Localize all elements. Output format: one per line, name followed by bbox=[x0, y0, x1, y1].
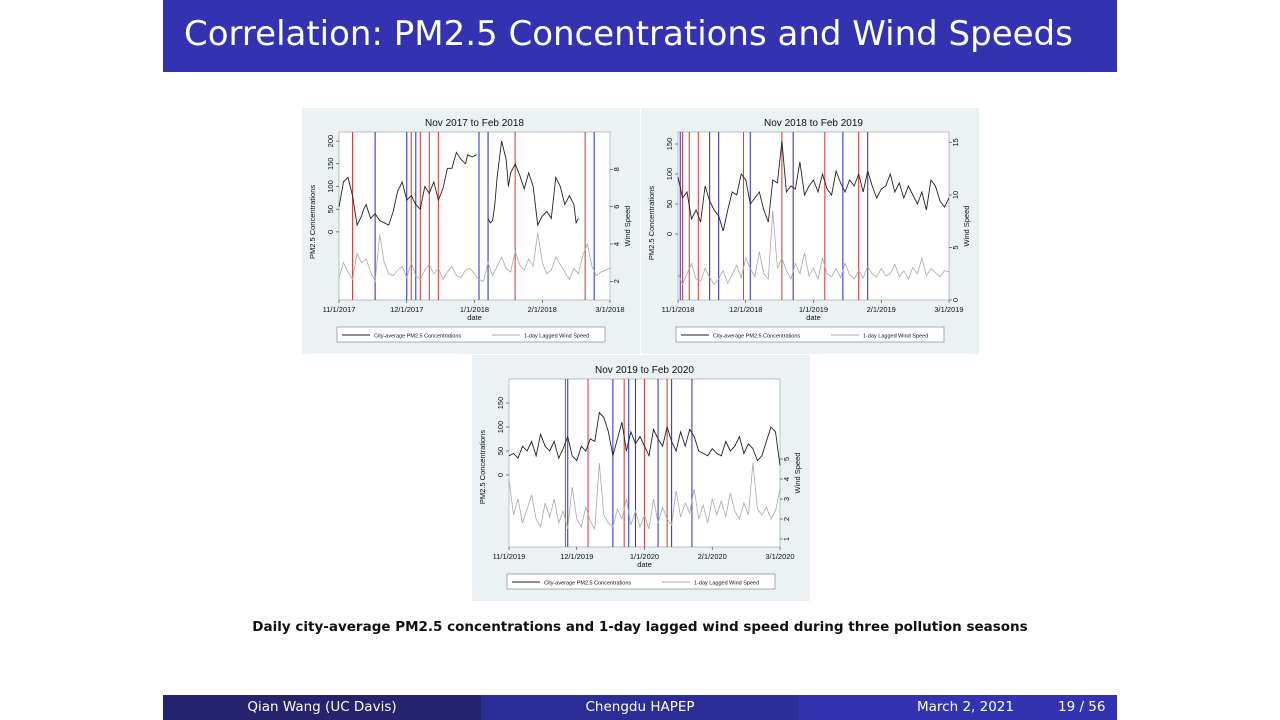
y2-tick-label: 0 bbox=[951, 298, 960, 302]
chart-title: Nov 2017 to Feb 2018 bbox=[425, 118, 524, 129]
y2-tick-label: 2 bbox=[612, 279, 621, 283]
y-axis-label: PM2.5 Concentrations bbox=[478, 430, 487, 504]
y-tick-label: 50 bbox=[326, 205, 335, 213]
slide-title: Correlation: PM2.5 Concentrations and Wi… bbox=[184, 14, 1073, 54]
y-tick-label: 0 bbox=[326, 230, 335, 234]
y2-axis-label: Wind Speed bbox=[962, 206, 971, 247]
wind-series-line bbox=[677, 210, 950, 286]
x-tick-label: 2/1/2019 bbox=[867, 305, 896, 314]
x-tick-label: 3/1/2018 bbox=[595, 305, 624, 314]
chart-legend: City-average PM2.5 Concentrations 1-day L… bbox=[506, 573, 776, 590]
y2-tick-label: 8 bbox=[612, 167, 621, 171]
chart-svg-3: Nov 2019 to Feb 2020 11/1/2019 12/1/2019 1/… bbox=[478, 365, 802, 590]
legend-box bbox=[675, 326, 945, 343]
x-tick-label: 11/1/2019 bbox=[493, 552, 526, 561]
x-tick-label: 11/1/2017 bbox=[323, 305, 356, 314]
x-axis-label: date bbox=[467, 313, 482, 322]
x-tick-label: 1/1/2020 bbox=[630, 552, 659, 561]
x-tick-label: 2/1/2020 bbox=[698, 552, 727, 561]
pm25-series-line bbox=[677, 140, 950, 232]
x-tick-label: 12/1/2017 bbox=[390, 305, 423, 314]
plot-area bbox=[677, 131, 950, 301]
chart-title: Nov 2019 to Feb 2020 bbox=[595, 365, 694, 376]
x-tick-label: 12/1/2018 bbox=[729, 305, 762, 314]
y2-tick-label: 4 bbox=[782, 477, 791, 481]
footer-page-number: 19 / 56 bbox=[1058, 699, 1106, 715]
y-tick-label: 200 bbox=[326, 135, 335, 148]
x-tick-label: 12/1/2019 bbox=[560, 552, 593, 561]
figure-caption: Daily city-average PM2.5 concentrations … bbox=[252, 619, 1028, 635]
legend-label-pm25: City-average PM2.5 Concentrations bbox=[374, 334, 461, 340]
x-tick-label: 2/1/2018 bbox=[528, 305, 557, 314]
y2-axis-label: Wind Speed bbox=[623, 206, 632, 247]
x-tick-label: 1/1/2018 bbox=[460, 305, 489, 314]
chart-svg-2: Nov 2018 to Feb 2019 11/1/2018 12/1/2018 1/… bbox=[647, 118, 971, 343]
footer: Qian Wang (UC Davis) Chengdu HAPEP March… bbox=[163, 695, 1117, 720]
y-tick-label: 150 bbox=[496, 397, 505, 410]
y-tick-label: 50 bbox=[665, 200, 674, 208]
plot-area bbox=[338, 131, 611, 301]
legend-box bbox=[506, 573, 776, 590]
chart-panel-3: Nov 2019 to Feb 2020 11/1/2019 12/1/2019 1/… bbox=[472, 355, 810, 601]
y-tick-label: 100 bbox=[665, 168, 674, 181]
chart-panel-2: Nov 2018 to Feb 2019 11/1/2018 12/1/2018 1/… bbox=[641, 108, 979, 354]
y-tick-label: 150 bbox=[326, 158, 335, 171]
y-tick-label: 0 bbox=[496, 473, 505, 477]
y2-tick-label: 6 bbox=[612, 205, 621, 209]
pm25-series-line bbox=[508, 411, 781, 466]
y2-tick-label: 10 bbox=[951, 191, 960, 199]
legend-label-pm25: City-average PM2.5 Concentrations bbox=[544, 581, 631, 587]
slide: Correlation: PM2.5 Concentrations and Wi… bbox=[163, 0, 1117, 720]
y-tick-label: 100 bbox=[496, 421, 505, 434]
y2-tick-label: 4 bbox=[612, 242, 621, 246]
x-tick-label: 3/1/2019 bbox=[934, 305, 963, 314]
legend-label-wind: 1-day Lagged Wind Speed bbox=[863, 334, 928, 340]
x-tick-label: 11/1/2018 bbox=[662, 305, 695, 314]
y2-tick-label: 5 bbox=[782, 457, 791, 461]
x-tick-label: 3/1/2020 bbox=[765, 552, 794, 561]
pm25-series-line bbox=[338, 140, 579, 227]
legend-label-wind: 1-day Lagged Wind Speed bbox=[524, 334, 589, 340]
footer-right: March 2, 2021 19 / 56 bbox=[799, 695, 1117, 720]
y-tick-label: 150 bbox=[665, 138, 674, 151]
chart-panel-1: Nov 2017 to Feb 2018 11/1/2017 12/1/2017 1/… bbox=[302, 108, 640, 354]
chart-svg-1: Nov 2017 to Feb 2018 11/1/2017 12/1/2017 1/… bbox=[308, 118, 632, 343]
footer-project: Chengdu HAPEP bbox=[481, 695, 799, 720]
wind-series-line bbox=[338, 232, 611, 283]
chart-legend: City-average PM2.5 Concentrations 1-day L… bbox=[336, 326, 606, 343]
y2-tick-label: 1 bbox=[782, 537, 791, 541]
legend-label-pm25: City-average PM2.5 Concentrations bbox=[713, 334, 800, 340]
legend-box bbox=[336, 326, 606, 343]
y2-tick-label: 15 bbox=[951, 138, 960, 146]
y-tick-label: 100 bbox=[326, 180, 335, 193]
y-tick-label: 50 bbox=[496, 447, 505, 455]
y-tick-label: 0 bbox=[665, 232, 674, 236]
x-axis-label: date bbox=[637, 560, 652, 569]
y-axis-label: PM2.5 Concentrations bbox=[647, 186, 656, 260]
x-axis-label: date bbox=[806, 313, 821, 322]
footer-author: Qian Wang (UC Davis) bbox=[163, 695, 481, 720]
y2-axis-label: Wind Speed bbox=[793, 453, 802, 494]
x-tick-label: 1/1/2019 bbox=[799, 305, 828, 314]
y2-tick-label: 5 bbox=[951, 245, 960, 249]
wind-series-line bbox=[508, 462, 781, 531]
chart-title: Nov 2018 to Feb 2019 bbox=[764, 118, 863, 129]
footer-date: March 2, 2021 bbox=[917, 699, 1014, 715]
legend-label-wind: 1-day Lagged Wind Speed bbox=[694, 581, 759, 587]
y-axis-label: PM2.5 Concentrations bbox=[308, 185, 317, 259]
slide-header: Correlation: PM2.5 Concentrations and Wi… bbox=[163, 0, 1117, 72]
chart-legend: City-average PM2.5 Concentrations 1-day L… bbox=[675, 326, 945, 343]
y2-tick-label: 2 bbox=[782, 517, 791, 521]
y2-tick-label: 3 bbox=[782, 497, 791, 501]
